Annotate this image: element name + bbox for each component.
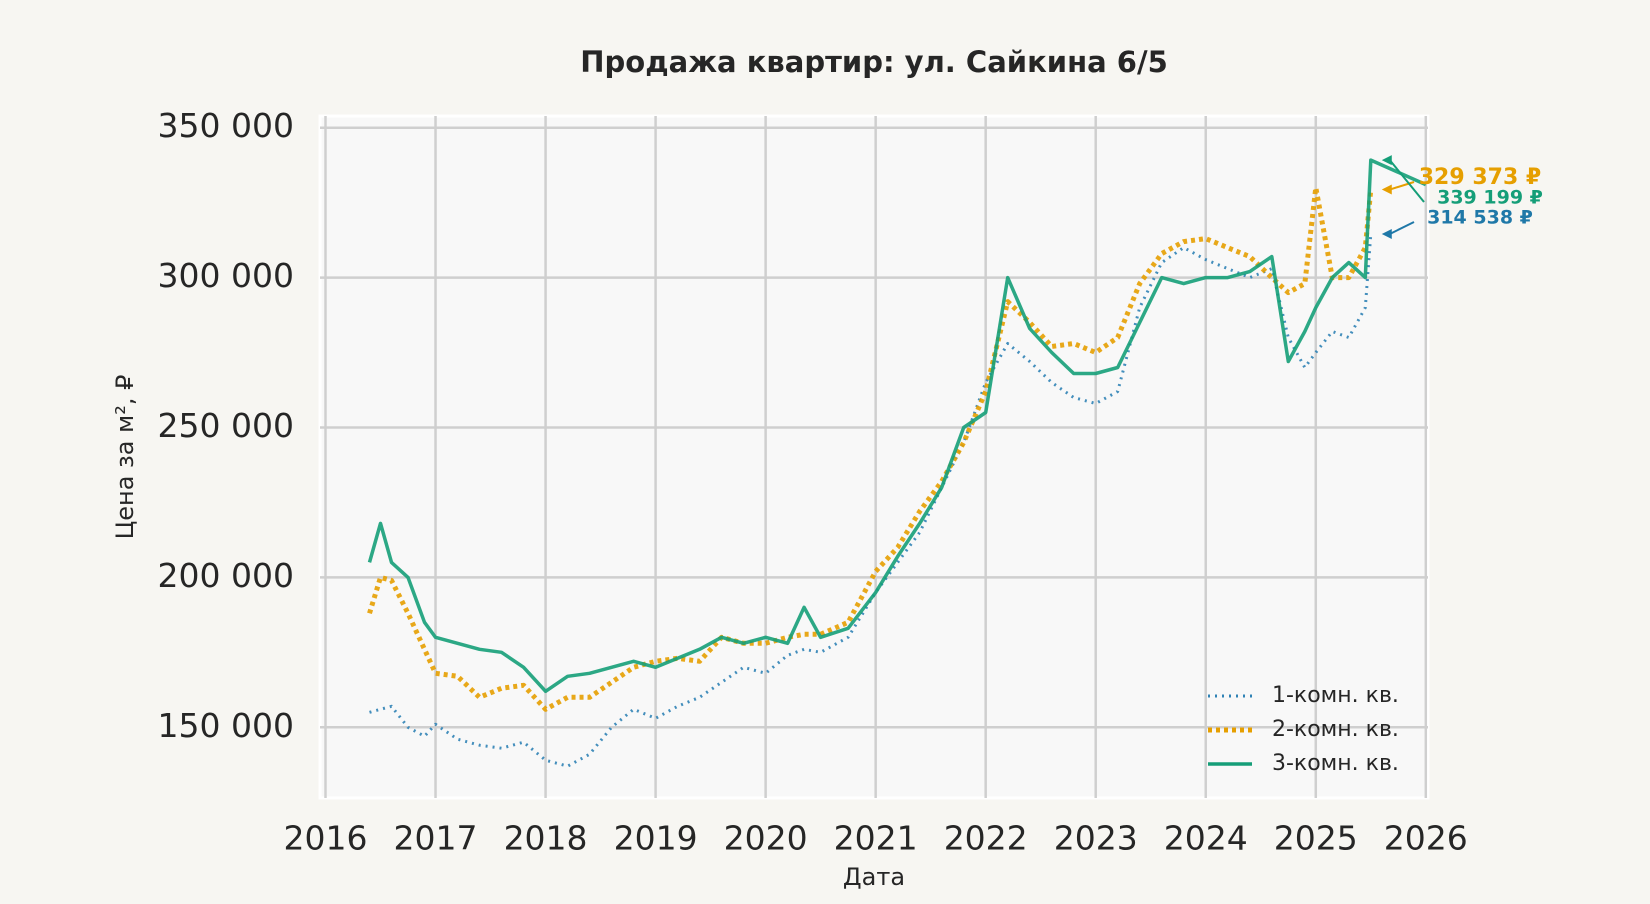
x-tick-label: 2019 xyxy=(614,819,698,858)
annotation-label: 314 538 ₽ xyxy=(1427,207,1533,229)
y-tick-label: 350 000 xyxy=(158,106,294,145)
x-tick-label: 2017 xyxy=(394,819,478,858)
y-tick-label: 300 000 xyxy=(158,256,294,295)
x-tick-label: 2018 xyxy=(504,819,588,858)
series-line xyxy=(367,185,1374,712)
x-tick-label: 2016 xyxy=(284,819,368,858)
y-tick-label: 250 000 xyxy=(158,406,294,445)
x-tick-label: 2021 xyxy=(834,819,918,858)
y-tick-label: 200 000 xyxy=(158,556,294,595)
y-tick-label: 150 000 xyxy=(158,706,294,745)
annotation-arrowhead xyxy=(1381,155,1392,166)
x-tick-label: 2022 xyxy=(944,819,1028,858)
annotation-label: 329 373 ₽ xyxy=(1419,165,1541,190)
legend-label: 2-комн. кв. xyxy=(1272,717,1399,742)
legend-label: 3-комн. кв. xyxy=(1272,751,1399,776)
annotation-arrow xyxy=(1389,221,1415,235)
x-axis-label: Дата xyxy=(843,863,905,891)
x-tick-label: 2025 xyxy=(1274,819,1358,858)
series-line xyxy=(367,158,1427,694)
chart-title: Продажа квартир: ул. Сайкина 6/5 xyxy=(580,45,1168,79)
legend-label: 1-комн. кв. xyxy=(1272,683,1399,708)
annotation-arrowhead xyxy=(1381,184,1392,195)
x-tick-label: 2026 xyxy=(1384,819,1468,858)
annotation-arrowhead xyxy=(1381,228,1392,239)
annotation-arrow xyxy=(1389,159,1425,203)
annotation-label: 339 199 ₽ xyxy=(1437,187,1543,209)
y-axis-label: Цена за м², ₽ xyxy=(111,375,139,540)
x-tick-label: 2024 xyxy=(1164,819,1248,858)
plot-area xyxy=(318,114,1430,800)
x-tick-label: 2020 xyxy=(724,819,808,858)
x-tick-label: 2023 xyxy=(1054,819,1138,858)
